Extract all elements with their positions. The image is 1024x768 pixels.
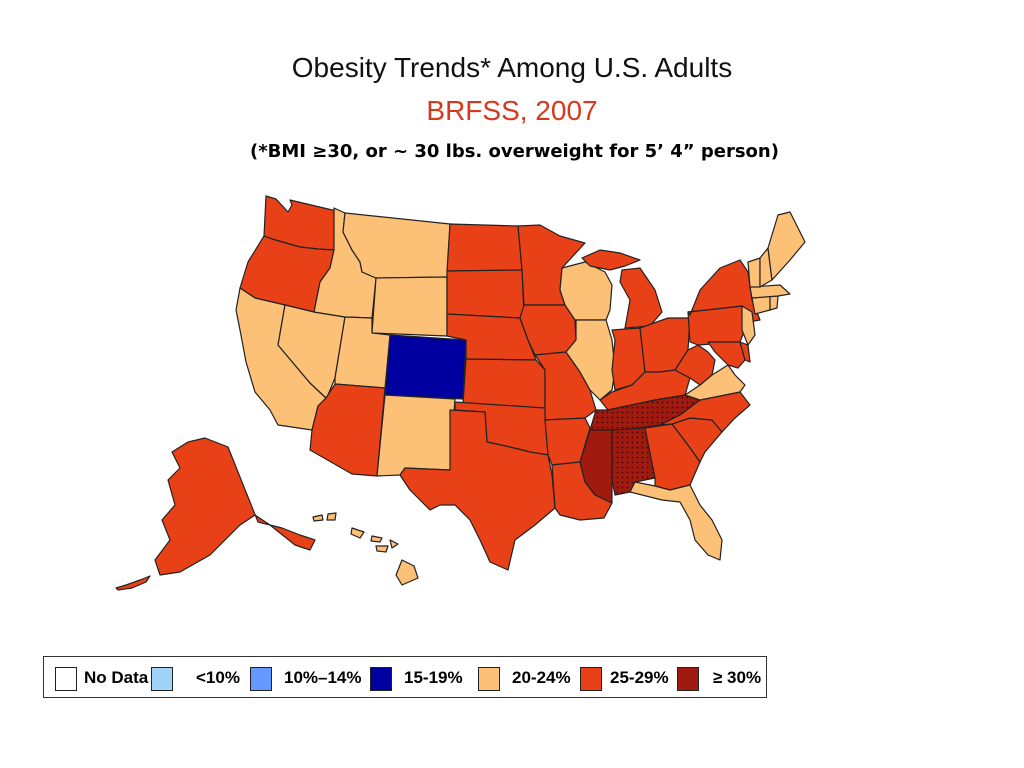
- state-nj: [741, 305, 756, 346]
- map-legend: No Data <10% 10%–14% 15-19% 20-24% 25-29…: [43, 656, 767, 698]
- state-hi-2: [326, 512, 337, 521]
- state-pa: [687, 305, 749, 346]
- state-ma: [749, 284, 791, 299]
- state-wv: [674, 344, 716, 386]
- state-ri: [769, 295, 779, 311]
- state-sd: [446, 269, 525, 319]
- legend-swatch-30-plus: [677, 667, 699, 691]
- chart-subtitle: BRFSS, 2007: [426, 95, 598, 126]
- state-hi-6: [389, 539, 399, 549]
- state-hi-7: [395, 559, 419, 586]
- state-hi-5: [375, 545, 389, 553]
- state-hi-4: [370, 535, 383, 543]
- legend-label-no-data: No Data: [84, 668, 149, 687]
- state-vt: [747, 257, 761, 288]
- state-fl: [629, 481, 723, 561]
- legend-swatch-no-data: [55, 667, 77, 691]
- legend-label-20-24: 20-24%: [512, 668, 571, 687]
- legend-swatch-15-19: [370, 667, 392, 691]
- legend-label-25-29: 25-29%: [610, 668, 669, 687]
- us-obesity-map: [115, 195, 806, 591]
- state-de: [739, 341, 751, 363]
- state-ak: [154, 437, 316, 576]
- legend-swatch-10-14: [250, 667, 272, 691]
- state-ks: [462, 358, 546, 409]
- state-nd: [446, 223, 523, 272]
- chart-title: Obesity Trends* Among U.S. Adults: [291, 52, 733, 83]
- state-wy: [371, 276, 448, 337]
- state-ak-islands: [115, 575, 151, 591]
- legend-swatch-lt10: [151, 667, 173, 691]
- state-hi-1: [312, 514, 324, 522]
- legend-swatch-25-29: [580, 667, 602, 691]
- state-tx: [399, 409, 556, 571]
- legend-label-10-14: 10%–14%: [284, 668, 362, 687]
- state-ct: [751, 295, 771, 315]
- state-hi-3: [350, 527, 365, 539]
- bmi-footnote: (*BMI ≥30, or ~ 30 lbs. overweight for 5…: [250, 141, 779, 162]
- state-co: [384, 334, 467, 400]
- state-nm: [376, 394, 456, 477]
- legend-label-15-19: 15-19%: [404, 668, 463, 687]
- state-mi-lp: [619, 267, 663, 329]
- state-mi-up: [581, 249, 641, 271]
- legend-label-30-plus: ≥ 30%: [713, 668, 762, 687]
- state-me: [767, 211, 806, 281]
- legend-swatch-20-24: [478, 667, 500, 691]
- legend-label-lt10: <10%: [196, 668, 240, 687]
